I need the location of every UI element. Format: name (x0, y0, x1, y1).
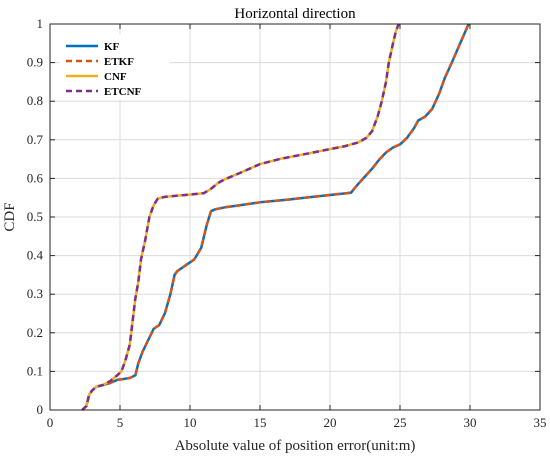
y-tick-label: 0.3 (27, 286, 43, 301)
y-tick-label: 0 (37, 402, 44, 417)
y-axis-title: CDF (2, 202, 18, 231)
y-tick-label: 0.8 (27, 93, 43, 108)
legend: KF ETKF CNF ETCNF (60, 34, 170, 100)
legend-label-kf: KF (104, 41, 120, 53)
y-tick-label: 0.2 (27, 325, 43, 340)
series-lines (81, 23, 470, 411)
x-tick-label: 15 (254, 415, 267, 430)
y-axis-ticks: 0 0.1 0.2 0.3 0.4 0.5 0.6 0.7 0.8 0.9 1 (27, 16, 540, 417)
x-tick-label: 5 (117, 415, 124, 430)
y-tick-label: 0.9 (27, 55, 43, 70)
x-axis-title: Absolute value of position error(unit:m) (175, 438, 416, 454)
legend-label-cnf: CNF (104, 71, 127, 83)
y-tick-label: 0.6 (27, 170, 44, 185)
series-line-kf (81, 23, 470, 411)
y-tick-label: 0.4 (27, 248, 44, 263)
legend-label-etcnf: ETCNF (104, 86, 142, 98)
x-tick-label: 35 (534, 415, 547, 430)
y-tick-label: 0.1 (27, 363, 43, 378)
y-tick-label: 1 (37, 16, 44, 31)
y-tick-label: 0.5 (27, 209, 43, 224)
legend-label-etkf: ETKF (104, 56, 134, 68)
series-line-etcnf (81, 23, 400, 411)
x-tick-label: 10 (184, 415, 197, 430)
x-tick-label: 0 (47, 415, 54, 430)
x-tick-label: 25 (394, 415, 407, 430)
x-axis-ticks: 0 5 10 15 20 25 30 35 (47, 24, 547, 430)
chart-title: Horizontal direction (234, 6, 356, 22)
x-tick-label: 30 (464, 415, 477, 430)
x-tick-label: 20 (324, 415, 337, 430)
y-tick-label: 0.7 (27, 132, 44, 147)
